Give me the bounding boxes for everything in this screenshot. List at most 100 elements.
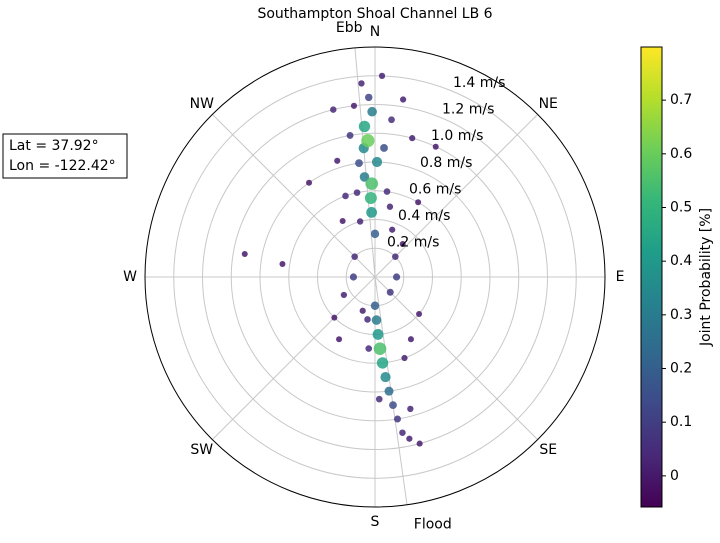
data-point <box>346 131 354 139</box>
data-point <box>386 288 394 296</box>
annotation: Ebb <box>336 20 363 36</box>
annotation: Flood <box>414 517 452 533</box>
data-point <box>358 80 365 87</box>
data-point <box>384 386 394 396</box>
colorbar-tick-label: 0.6 <box>670 146 692 162</box>
data-point <box>365 345 373 352</box>
data-point <box>415 199 422 206</box>
data-point <box>359 172 370 182</box>
data-point <box>358 120 371 133</box>
radial-tick-label: 1.0 m/s <box>431 128 483 144</box>
direction-line <box>354 47 376 278</box>
theta-tick-label: E <box>616 269 625 285</box>
data-point <box>416 440 423 447</box>
data-point <box>367 106 377 117</box>
theta-tick-label: N <box>370 24 380 40</box>
radial-tick-label: 0.6 m/s <box>409 181 461 197</box>
data-point <box>356 218 364 225</box>
data-point <box>353 189 361 196</box>
grid-spoke <box>212 276 376 440</box>
data-point <box>416 310 423 317</box>
data-point <box>399 240 406 247</box>
data-point <box>370 229 380 239</box>
colorbar-tick-label: 0.1 <box>670 414 692 430</box>
radial-tick-label: 1.4 m/s <box>453 75 505 91</box>
theta-tick-label: SW <box>190 442 213 458</box>
data-point <box>389 401 397 410</box>
data-point <box>380 371 391 383</box>
data-point <box>407 336 414 343</box>
info-text: Lat = 37.92° <box>9 138 99 154</box>
chart-title: Southampton Shoal Channel LB 6 <box>257 6 492 22</box>
data-point <box>279 260 286 267</box>
scatter-points <box>241 72 439 447</box>
data-point <box>336 336 343 343</box>
colorbar-tick-label: 0.2 <box>670 361 692 377</box>
radial-tick-label: 0.4 m/s <box>398 208 450 224</box>
colorbar-tick-label: 0.7 <box>670 92 692 108</box>
data-point <box>371 156 383 168</box>
data-point <box>330 106 337 113</box>
theta-tick-label: NE <box>539 96 558 112</box>
data-point <box>366 207 378 218</box>
data-point <box>378 72 386 79</box>
data-point <box>306 179 313 186</box>
grid-spoke <box>374 276 538 440</box>
radial-tick-label: 0.8 m/s <box>420 155 472 171</box>
data-point <box>399 429 406 436</box>
data-point <box>394 415 401 423</box>
data-point <box>339 217 346 224</box>
colorbar-tick-label: 0.4 <box>670 253 692 269</box>
data-point <box>342 192 349 200</box>
data-point <box>383 188 391 195</box>
data-point <box>386 203 394 210</box>
data-point <box>389 226 396 233</box>
theta-tick-label: W <box>123 269 137 285</box>
data-point <box>371 315 382 325</box>
data-point <box>376 357 389 369</box>
data-point <box>373 342 387 355</box>
data-point <box>375 395 383 403</box>
data-point <box>365 177 379 190</box>
data-point <box>409 135 416 142</box>
data-point <box>372 329 384 340</box>
theta-tick-label: S <box>371 514 380 530</box>
info-text: Lon = -122.42° <box>9 158 116 174</box>
data-point <box>340 291 347 299</box>
grid-spoke <box>212 114 376 278</box>
info-box <box>2 133 128 179</box>
data-point <box>350 102 358 109</box>
data-point <box>349 273 358 281</box>
data-point <box>334 157 341 164</box>
data-point <box>432 143 439 150</box>
data-point <box>331 314 338 321</box>
colorbar-tick-label: 0 <box>670 468 679 484</box>
data-point <box>392 253 399 260</box>
theta-tick-label: NW <box>190 96 214 112</box>
radial-tick-label: 0.2 m/s <box>387 234 439 250</box>
data-point <box>406 435 413 442</box>
radial-tick-label: 1.2 m/s <box>442 102 494 118</box>
data-point <box>351 253 358 260</box>
data-point <box>401 354 408 362</box>
colorbar-tick-label: 0.5 <box>670 199 692 215</box>
colorbar-tick-label: 0.3 <box>670 307 692 323</box>
data-point <box>370 301 380 310</box>
polar-frame <box>144 46 606 508</box>
data-point <box>388 116 395 124</box>
grid-spoke <box>374 114 538 278</box>
data-point <box>364 192 377 205</box>
data-point <box>361 134 375 148</box>
colorbar <box>640 46 663 508</box>
data-point <box>241 251 248 258</box>
data-point <box>380 144 388 152</box>
data-point <box>407 405 414 413</box>
colorbar-label: Joint Probability [%] <box>698 208 714 347</box>
data-point <box>355 159 363 168</box>
theta-tick-label: SE <box>539 442 557 458</box>
data-point <box>365 93 373 102</box>
data-point <box>399 96 407 103</box>
data-point <box>392 273 401 281</box>
data-point <box>364 316 371 323</box>
